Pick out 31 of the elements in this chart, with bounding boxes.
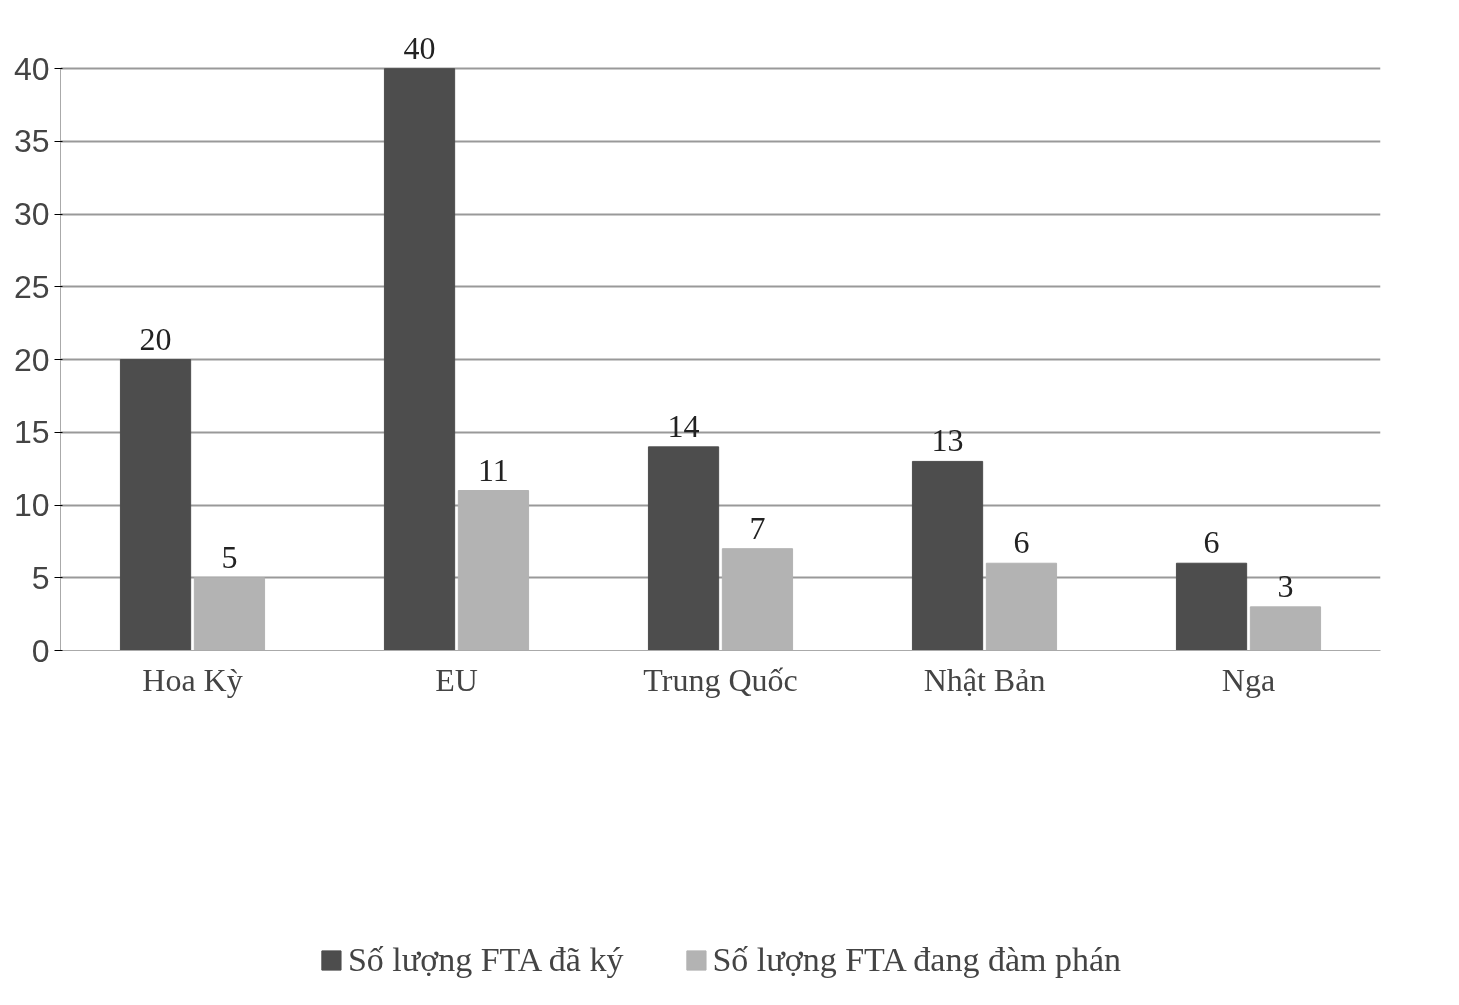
y-tick-label: 30 — [13, 196, 50, 233]
bar — [647, 446, 720, 651]
x-tick-label: EU — [435, 661, 478, 698]
x-tick-label: Trung Quốc — [643, 661, 798, 698]
data-label: 6 — [1203, 524, 1220, 561]
x-tick-label: Nhật Bản — [923, 661, 1046, 698]
legend-label: Số lượng FTA đã ký — [347, 941, 624, 979]
data-label: 7 — [749, 509, 766, 546]
data-label: 14 — [667, 407, 700, 444]
bar — [911, 460, 984, 651]
data-label: 3 — [1277, 567, 1294, 604]
y-tick-label: 25 — [13, 268, 50, 305]
data-label: 13 — [931, 422, 964, 459]
y-tick-label: 15 — [13, 414, 50, 451]
y-tick-label: 20 — [13, 341, 50, 378]
data-label: 6 — [1013, 524, 1030, 561]
y-tick-label: 5 — [31, 559, 50, 596]
y-tick-label: 35 — [13, 123, 50, 160]
x-tick-label: Hoa Kỳ — [142, 661, 243, 698]
bar — [1175, 562, 1248, 651]
y-tick-label: 10 — [13, 487, 50, 524]
data-label: 11 — [478, 451, 509, 488]
x-tick-label: Nga — [1221, 661, 1276, 698]
bar — [383, 68, 456, 651]
data-label: 20 — [139, 320, 172, 357]
data-label: 40 — [403, 29, 436, 66]
y-tick-label: 40 — [13, 50, 50, 87]
legend-label: Số lượng FTA đang đàm phán — [712, 941, 1122, 979]
y-tick-label: 0 — [31, 632, 50, 669]
data-label: 5 — [221, 538, 238, 575]
bar — [119, 359, 192, 651]
